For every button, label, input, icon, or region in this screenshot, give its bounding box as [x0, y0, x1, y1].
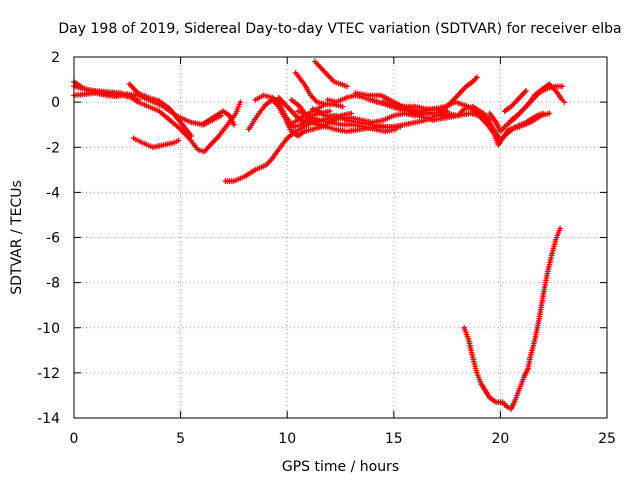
- series-arc-3: [71, 90, 224, 128]
- y-tick-label: 0: [51, 95, 60, 111]
- x-axis-title: GPS time / hours: [282, 459, 399, 475]
- series-markers: [71, 90, 224, 128]
- y-tick-label: 2: [51, 50, 60, 66]
- x-tick-label: 10: [278, 431, 296, 447]
- x-tick-label: 25: [598, 431, 616, 447]
- series-arc-25: [461, 225, 563, 412]
- y-tick-label: -4: [46, 185, 60, 201]
- y-tick-label: -12: [37, 366, 60, 382]
- series-layer: [71, 58, 568, 412]
- series-arc-6: [199, 108, 237, 128]
- series-arc-15: [295, 108, 399, 135]
- y-tick-label: -6: [46, 231, 60, 247]
- series-markers: [126, 81, 195, 139]
- chart-title: Day 198 of 2019, Sidereal Day-to-day VTE…: [58, 21, 621, 37]
- series-markers: [501, 88, 529, 114]
- x-tick-label: 20: [491, 431, 509, 447]
- x-tick-label: 0: [70, 431, 79, 447]
- x-tick-label: 15: [385, 431, 403, 447]
- series-markers: [292, 70, 329, 108]
- series-markers: [380, 99, 546, 144]
- series-arc-7: [222, 115, 333, 184]
- y-tick-label: -10: [37, 321, 60, 337]
- y-tick-label: -14: [37, 411, 60, 427]
- series-arc-21: [380, 99, 546, 144]
- series-arc-5: [130, 135, 182, 150]
- x-tick-label: 5: [176, 431, 185, 447]
- y-axis-title: SDTVAR / TECUs: [9, 180, 25, 295]
- series-markers: [461, 225, 563, 412]
- series-arc-23: [508, 81, 568, 123]
- series-markers: [199, 108, 237, 128]
- series-arc-24: [501, 88, 529, 114]
- series-markers: [508, 81, 568, 123]
- series-markers: [222, 115, 333, 184]
- y-tick-label: -2: [46, 140, 60, 156]
- series-markers: [130, 135, 182, 150]
- y-tick-label: -8: [46, 276, 60, 292]
- series-arc-4: [126, 81, 195, 139]
- series-markers: [295, 108, 399, 135]
- series-arc-16: [312, 58, 350, 90]
- series-arc-17: [292, 70, 329, 108]
- series-markers: [312, 58, 350, 90]
